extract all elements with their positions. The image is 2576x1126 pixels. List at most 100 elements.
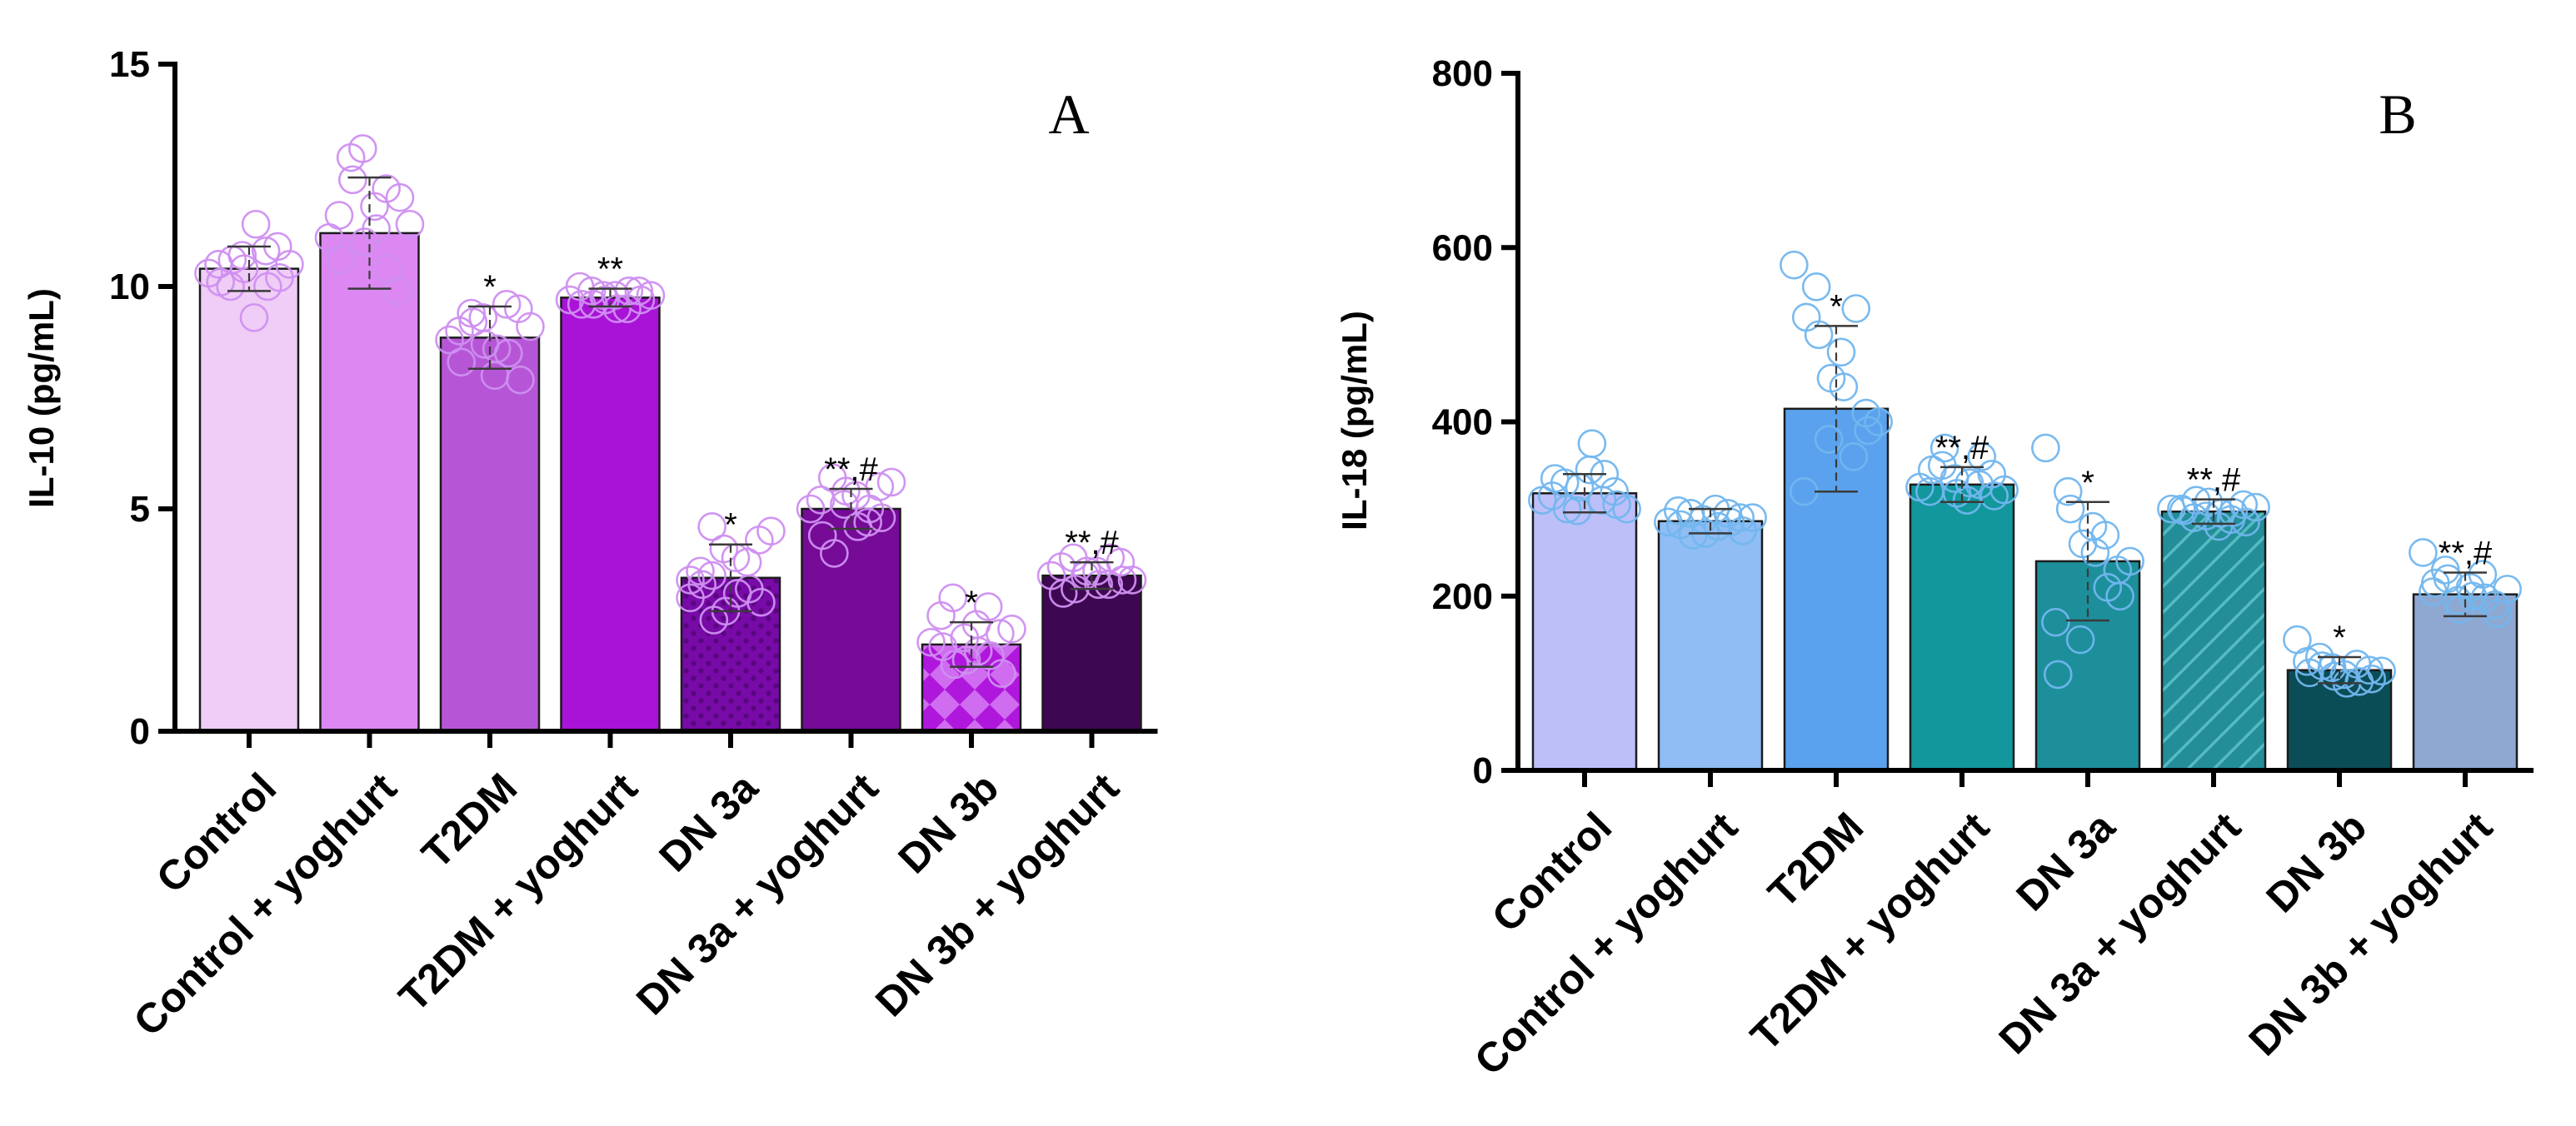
- data-point: [697, 561, 726, 590]
- data-point: [1107, 565, 1137, 595]
- panel-a-label: A: [1048, 82, 1089, 146]
- data-point: [756, 516, 786, 546]
- x-tick-label: T2DM: [412, 765, 526, 878]
- data-point: [951, 645, 981, 675]
- data-point: [395, 209, 425, 239]
- bar: [1041, 574, 1142, 733]
- data-point: [1814, 425, 1844, 454]
- data-point: [1780, 250, 1809, 280]
- data-point: [2493, 575, 2522, 604]
- bar: [801, 507, 901, 733]
- bar: [1783, 407, 1890, 772]
- data-point: [516, 311, 545, 341]
- data-point: [2055, 494, 2085, 524]
- y-tick-label: 600: [1432, 227, 1493, 268]
- data-point: [1096, 543, 1126, 573]
- data-point: [735, 574, 764, 604]
- data-point: [1930, 433, 1959, 463]
- data-point: [1801, 272, 1831, 301]
- data-point: [1816, 363, 1846, 393]
- data-point: [1072, 556, 1101, 586]
- significance-annotation: *: [965, 585, 978, 621]
- bar: [2412, 593, 2519, 772]
- x-tick-label: DN 3a + yoghurt: [1990, 803, 2250, 1063]
- data-point: [1826, 337, 1856, 367]
- data-point: [676, 565, 705, 595]
- bar: [198, 267, 300, 733]
- bar: [2160, 511, 2267, 772]
- data-point: [1538, 481, 1567, 511]
- data-point: [1540, 464, 1570, 493]
- panel-b-il18-chart: IL-18 (pg/mL) B 0200400600800ControlCont…: [1335, 53, 2534, 1084]
- data-point: [2053, 476, 2083, 506]
- data-point: [612, 294, 642, 324]
- significance-annotation: **,#: [824, 451, 878, 488]
- data-point: [2357, 664, 2386, 694]
- data-point: [338, 165, 367, 195]
- data-point: [686, 556, 715, 586]
- data-point: [2090, 521, 2120, 550]
- data-point: [2468, 560, 2498, 589]
- data-point: [2115, 546, 2144, 576]
- data-point: [2093, 572, 2123, 602]
- data-point: [482, 334, 512, 364]
- data-point: [1864, 407, 1893, 436]
- significance-annotation: *: [724, 507, 737, 544]
- data-point: [227, 241, 257, 270]
- data-point: [926, 600, 956, 630]
- significance-annotation: **,#: [1935, 430, 1989, 466]
- data-point: [435, 325, 464, 355]
- data-point: [1048, 579, 1078, 608]
- bar: [1657, 520, 1764, 772]
- data-point: [2294, 658, 2324, 688]
- data-point: [373, 254, 403, 283]
- significance-annotation: *: [2081, 465, 2094, 501]
- bar: [560, 296, 661, 733]
- data-point: [1562, 496, 1592, 526]
- data-point: [1967, 442, 1997, 471]
- significance-annotation: **,#: [2187, 462, 2241, 499]
- data-point: [916, 627, 946, 657]
- panel-b-label: B: [2379, 82, 2416, 146]
- data-point: [973, 592, 1003, 621]
- data-point: [2194, 487, 2224, 517]
- data-point: [2041, 607, 2070, 637]
- significance-annotation: **: [597, 252, 623, 288]
- data-point: [938, 583, 967, 613]
- significance-annotation: *: [2333, 620, 2346, 656]
- significance-annotation: **,#: [1065, 525, 1119, 561]
- data-point: [1854, 416, 1883, 446]
- data-point: [2241, 492, 2270, 522]
- y-tick-label: 200: [1432, 576, 1493, 617]
- data-point: [876, 467, 906, 497]
- data-point: [2409, 538, 2438, 567]
- bar: [2286, 669, 2393, 772]
- data-point: [447, 347, 476, 377]
- significance-annotation: *: [1830, 288, 1843, 325]
- data-point: [348, 134, 377, 163]
- data-point: [855, 494, 885, 524]
- y-tick-label: 0: [130, 711, 150, 752]
- bar: [319, 232, 420, 733]
- data-point: [326, 245, 356, 275]
- significance-annotation: *: [483, 269, 497, 306]
- data-point: [806, 486, 836, 515]
- data-point: [2043, 660, 2073, 690]
- data-point: [2031, 433, 2060, 463]
- data-point: [1612, 494, 1641, 524]
- data-point: [324, 201, 354, 230]
- significance-annotation: **,#: [2439, 536, 2493, 572]
- x-tick-label: DN 3a: [650, 764, 767, 881]
- x-tick-label: DN 3a: [2007, 803, 2124, 920]
- bar: [2034, 560, 2141, 772]
- bar: [1531, 492, 1638, 772]
- data-point: [831, 476, 861, 506]
- data-point: [253, 272, 282, 301]
- data-point: [950, 623, 980, 653]
- data-point: [614, 277, 644, 306]
- y-tick-label: 10: [109, 267, 150, 307]
- data-point: [2367, 656, 2396, 686]
- data-point: [251, 236, 281, 266]
- y-tick-label: 15: [109, 44, 150, 85]
- data-point: [492, 290, 522, 319]
